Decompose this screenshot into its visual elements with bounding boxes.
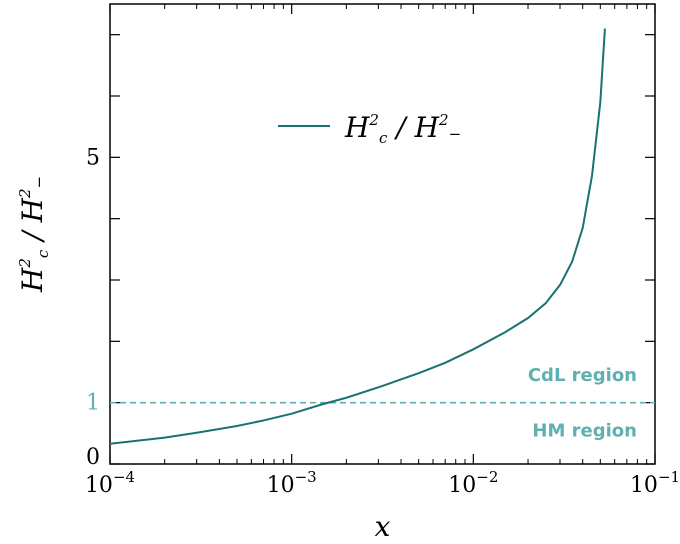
ylabel-H: H: [16, 267, 49, 293]
ticks: [109, 4, 656, 465]
tick-labels: 10−4 10−3 10−2 10−105: [85, 145, 680, 498]
ylabel-sub: c: [34, 249, 52, 258]
x-tick-base: 10: [630, 473, 658, 498]
legend-sub: c: [379, 129, 388, 147]
x-tick-exponent: −4: [113, 468, 135, 486]
legend-den-sup: 2: [438, 111, 449, 129]
x-tick-base: 10: [85, 473, 113, 498]
series-group: [109, 28, 606, 445]
series-line: [109, 28, 606, 445]
legend-label: H2c / H2−: [344, 111, 461, 147]
region-label: CdL region: [528, 365, 637, 386]
plot-frame: [109, 3, 656, 465]
x-tick-label: 10−2: [448, 468, 498, 498]
y-tick-label: 5: [86, 145, 100, 170]
y-axis-title: H2c / H2−: [16, 176, 52, 293]
ylabel-den-sup: 2: [16, 189, 34, 200]
x-tick-base: 10: [448, 473, 476, 498]
ylabel-den-sub: −: [30, 176, 48, 189]
x-tick-base: 10: [267, 473, 295, 498]
region-label: HM region: [532, 420, 637, 441]
x-tick-exponent: −3: [295, 468, 317, 486]
x-tick-label: 10−1: [630, 468, 680, 498]
ylabel-denominator: / H: [16, 197, 49, 249]
legend: H2c / H2−: [278, 111, 461, 147]
reference-line-label: 1: [86, 391, 100, 416]
x-tick-label: 10−3: [267, 468, 317, 498]
plot-area: [109, 3, 656, 465]
x-tick-exponent: −1: [658, 468, 680, 486]
y-tick-label: 0: [86, 445, 100, 470]
legend-denominator: / H: [387, 111, 439, 144]
legend-sup: 2: [368, 111, 379, 129]
x-tick-label: 10−4: [85, 468, 135, 498]
x-tick-exponent: −2: [476, 468, 498, 486]
legend-den-sub: −: [449, 125, 462, 143]
legend-H: H: [344, 111, 370, 144]
reference-line-group: 1 CdL region HM region: [86, 365, 655, 441]
ylabel-sup: 2: [16, 258, 34, 269]
x-axis-title: x: [375, 510, 391, 543]
